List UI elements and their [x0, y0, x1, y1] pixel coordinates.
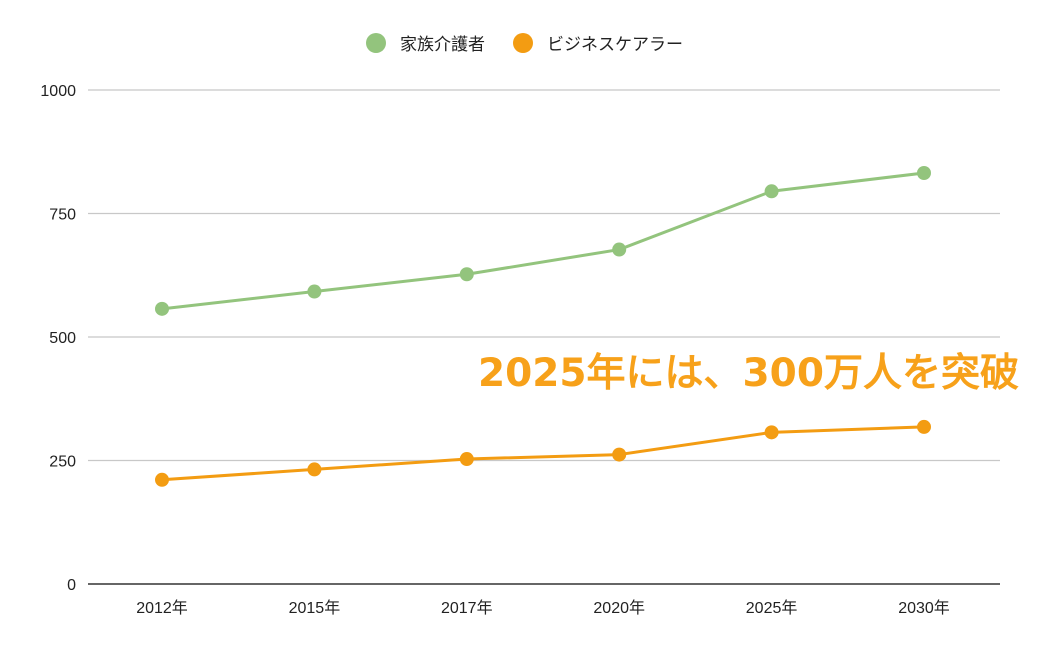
data-point-1-3 — [612, 447, 627, 462]
data-point-1-1 — [307, 462, 322, 477]
legend-marker-business-carers — [513, 32, 533, 53]
y-tick-label: 0 — [67, 577, 76, 594]
y-tick-label: 750 — [49, 207, 76, 224]
series-line-1 — [160, 425, 926, 482]
x-tick-label: 2025年 — [746, 599, 798, 617]
x-tick-label: 2015年 — [289, 599, 341, 617]
x-tick-label: 2017年 — [441, 599, 493, 617]
data-point-1-5 — [917, 419, 931, 434]
data-point-0-2 — [459, 267, 474, 282]
legend-item-family-caregivers: 家族介護者 — [366, 30, 485, 55]
x-axis-ticks: 2012年 2015年 2017年 2020年 2025年 2030年 — [136, 599, 950, 617]
x-tick-label: 2020年 — [593, 599, 645, 617]
y-tick-label: 250 — [49, 454, 76, 471]
data-point-0-1 — [307, 284, 322, 299]
series-group — [155, 165, 931, 487]
y-axis-ticks: 0 250 500 750 1000 — [40, 83, 76, 594]
data-point-1-4 — [764, 425, 779, 440]
grid-lines — [88, 89, 1000, 585]
data-point-1-2 — [459, 452, 474, 467]
legend-marker-family-caregivers — [366, 32, 386, 53]
annotation-text: 2025年には、300万人を突破 — [478, 351, 1019, 396]
x-tick-label: 2012年 — [136, 599, 188, 617]
data-point-0-0 — [155, 301, 169, 316]
x-tick-label: 2030年 — [898, 599, 950, 617]
data-point-0-4 — [764, 184, 779, 199]
data-point-1-0 — [155, 472, 169, 487]
y-tick-label: 500 — [49, 330, 76, 347]
data-point-0-5 — [917, 165, 931, 180]
y-tick-label: 1000 — [40, 83, 76, 100]
legend: 家族介護者 ビジネスケアラー — [0, 30, 1049, 55]
legend-label-business-carers: ビジネスケアラー — [547, 35, 683, 54]
data-point-0-3 — [612, 242, 627, 257]
legend-item-business-carers: ビジネスケアラー — [513, 30, 683, 55]
legend-label-family-caregivers: 家族介護者 — [400, 35, 485, 54]
series-line-0 — [160, 171, 926, 311]
